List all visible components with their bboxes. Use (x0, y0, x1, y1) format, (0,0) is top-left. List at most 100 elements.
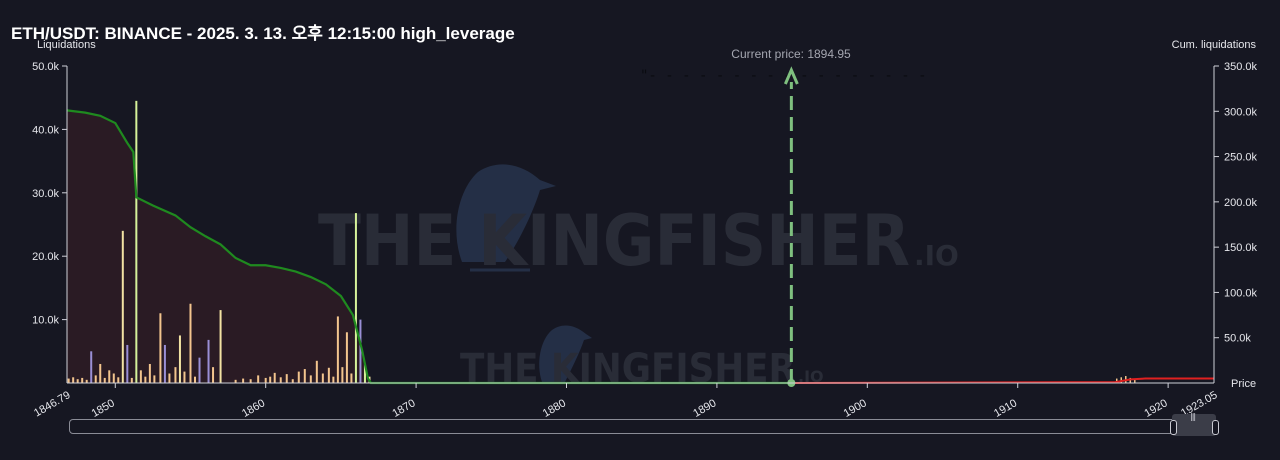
current-price-label: Current price: 1894.95 (731, 47, 851, 61)
y-left-tick-label: 50.0k (32, 61, 59, 73)
cumulative-short-area (67, 110, 371, 383)
liquidation-bar (332, 376, 335, 383)
range-handle-left[interactable] (1170, 420, 1177, 435)
x-tick-label: 1880 (541, 397, 568, 420)
liquidation-bar (81, 377, 84, 383)
liquidation-bar (207, 339, 210, 383)
liquidation-bar (139, 370, 142, 383)
liquidation-bar (327, 367, 330, 383)
liquidation-bar (189, 303, 192, 383)
liquidation-bar (72, 377, 75, 383)
watermark-brand-small: THE KINGFISHER (460, 346, 796, 392)
liquidation-bar (144, 376, 147, 383)
liquidation-bar (315, 360, 318, 383)
liquidation-bar (130, 377, 133, 383)
chart-title: ETH/USDT: BINANCE - 2025. 3. 13. 오후 12:1… (11, 24, 515, 43)
liquidation-bar (279, 377, 282, 383)
liquidation-bar (198, 357, 201, 383)
x-tick-label: 1920 (1142, 397, 1169, 420)
liquidation-bar (117, 377, 120, 383)
plot-area: 10.0k 20.0k 30.0k 40.0k 50.0k 50.0k 100.0k 150.… (32, 61, 1257, 420)
liquidation-bar (269, 376, 272, 383)
liquidation-bar (234, 379, 237, 383)
liquidation-bar (76, 379, 79, 383)
liquidation-bar (321, 373, 324, 383)
liquidation-bar (309, 375, 312, 383)
liquidation-bar (264, 377, 267, 383)
range-scrollbar-thumb[interactable] (1172, 414, 1216, 436)
y-right-tick-label: 50.0k (1224, 333, 1251, 345)
liquidation-bar (336, 316, 339, 383)
liquidation-bar (103, 377, 106, 383)
liquidation-bar (126, 344, 129, 383)
liquidation-bar (85, 379, 88, 383)
liquidation-bar (90, 351, 93, 383)
x-tick-label: 1870 (390, 397, 417, 420)
liquidation-bar (345, 332, 348, 383)
liquidation-bar (183, 371, 186, 383)
liquidation-bar (297, 371, 300, 383)
y-right-tick-label: 100.0k (1224, 287, 1258, 299)
long-liquidation-bar (1129, 377, 1132, 383)
x-tick-label: 1910 (992, 397, 1019, 420)
y-right-tick-label: 150.0k (1224, 242, 1258, 254)
y-right-tick-label: 200.0k (1224, 197, 1258, 209)
liquidation-bar (153, 375, 156, 383)
liquidation-bar (163, 344, 166, 383)
liquidation-bar (354, 213, 357, 383)
watermark: THE KINGFISHER .IO THE KINGFISHER .IO (318, 164, 959, 392)
liquidation-bar (291, 379, 294, 383)
kingfisher-logo-small (539, 325, 592, 382)
liquidation-bar (108, 370, 111, 383)
y-right-tick-label: 300.0k (1224, 106, 1258, 118)
liquidation-bar (135, 100, 138, 384)
liquidation-bar (159, 313, 162, 383)
liquidation-bar (219, 310, 222, 383)
liquidation-bar (350, 373, 353, 383)
liquidation-bar (242, 378, 245, 383)
range-scrollbar-track[interactable] (69, 419, 1217, 434)
liquidation-bar (273, 372, 276, 383)
y-left-axis-title: Liquidations (37, 39, 96, 51)
current-price-arrow (783, 66, 799, 85)
y-left-tick-label: 30.0k (32, 188, 59, 200)
long-liquidation-bar (1134, 379, 1136, 383)
liquidation-bar (249, 379, 252, 383)
liquidation-bar (94, 375, 97, 383)
long-liquidation-bar (1115, 378, 1118, 383)
liquidation-bar (174, 367, 177, 383)
liquidation-bar (112, 373, 115, 383)
y-right-tick-label: 350.0k (1224, 61, 1258, 73)
liquidation-bar (148, 363, 151, 383)
y-right-axis-title: Cum. liquidations (1172, 39, 1257, 51)
cumulative-short-line (66, 109, 792, 385)
x-axis-title: Price (1231, 378, 1256, 390)
liquidation-bar (341, 367, 344, 383)
x-tick-label: 1860 (240, 397, 267, 420)
watermark-brand-large: THE KINGFISHER (318, 200, 910, 282)
x-edge-label: 1846.79 (32, 389, 72, 419)
liquidation-bar (212, 367, 215, 383)
watermark-suffix-large: .IO (914, 239, 959, 272)
liquidation-bar (121, 230, 124, 383)
liquidation-bar (303, 369, 306, 383)
liquidation-bar (67, 378, 70, 383)
x-tick-label: 1850 (90, 397, 117, 420)
liquidation-bar (193, 376, 196, 383)
grip-icon: ||| (1190, 412, 1196, 421)
liquidation-bar (257, 375, 260, 383)
liquidation-bar (363, 363, 366, 383)
watermark-suffix-small: .IO (798, 367, 824, 386)
liquidation-bar (359, 319, 362, 383)
liquidation-bar (178, 335, 181, 383)
header-annotation: "- - - - - - - - - - - - - - - - - (640, 68, 927, 84)
y-left-tick-label: 20.0k (32, 251, 59, 263)
range-handle-right[interactable] (1212, 420, 1219, 435)
y-left-tick-label: 40.0k (32, 124, 59, 136)
x-tick-label: 1900 (842, 397, 869, 420)
y-left-tick-label: 10.0k (32, 315, 59, 327)
cumulative-long-line (791, 377, 1214, 384)
liquidation-bar (168, 373, 171, 383)
y-right-tick-label: 250.0k (1224, 152, 1258, 164)
